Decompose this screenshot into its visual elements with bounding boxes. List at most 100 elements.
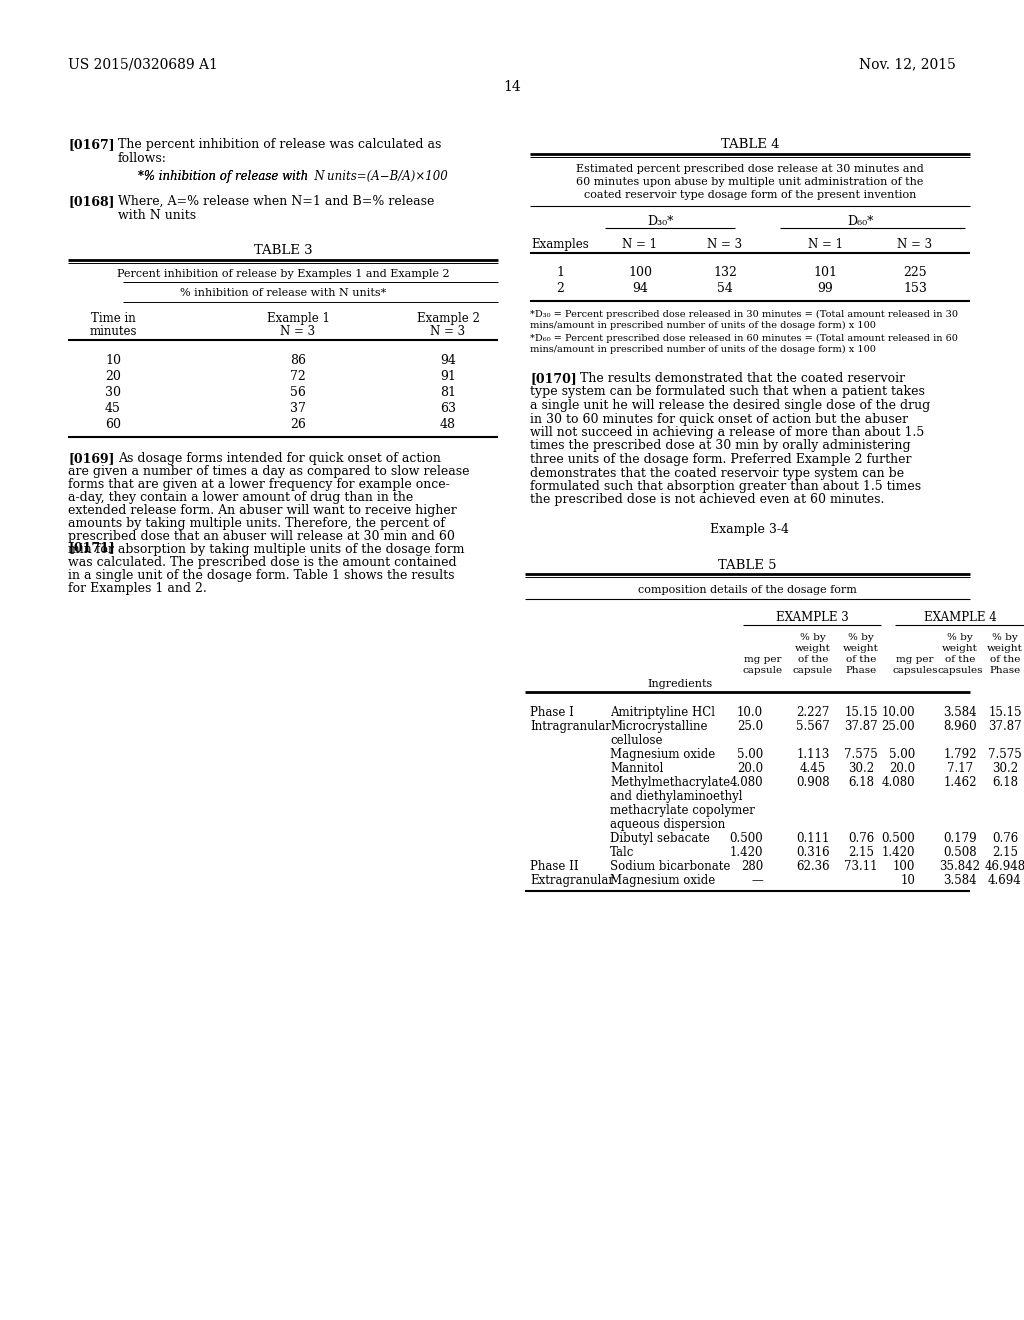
Text: 1.113: 1.113 bbox=[797, 748, 829, 762]
Text: 0.508: 0.508 bbox=[943, 846, 977, 859]
Text: 15.15: 15.15 bbox=[988, 706, 1022, 719]
Text: of the: of the bbox=[945, 655, 975, 664]
Text: 6.18: 6.18 bbox=[848, 776, 874, 789]
Text: EXAMPLE 4: EXAMPLE 4 bbox=[924, 611, 996, 624]
Text: 5.567: 5.567 bbox=[796, 719, 829, 733]
Text: 2.227: 2.227 bbox=[797, 706, 829, 719]
Text: 94: 94 bbox=[632, 282, 648, 294]
Text: 6.18: 6.18 bbox=[992, 776, 1018, 789]
Text: 35.842: 35.842 bbox=[939, 861, 981, 873]
Text: D₆₀*: D₆₀* bbox=[847, 215, 873, 228]
Text: TABLE 5: TABLE 5 bbox=[718, 558, 776, 572]
Text: capsule: capsule bbox=[743, 667, 783, 675]
Text: TABLE 4: TABLE 4 bbox=[721, 139, 779, 150]
Text: EXAMPLE 3: EXAMPLE 3 bbox=[775, 611, 848, 624]
Text: mg per: mg per bbox=[896, 655, 934, 664]
Text: 225: 225 bbox=[903, 267, 927, 279]
Text: Phase I: Phase I bbox=[530, 706, 573, 719]
Text: 280: 280 bbox=[740, 861, 763, 873]
Text: % inhibition of release with N units*: % inhibition of release with N units* bbox=[180, 288, 386, 298]
Text: capsules: capsules bbox=[937, 667, 983, 675]
Text: 30.2: 30.2 bbox=[992, 762, 1018, 775]
Text: *% inhibition of release with: *% inhibition of release with bbox=[138, 170, 312, 183]
Text: 62.36: 62.36 bbox=[797, 861, 829, 873]
Text: 4.080: 4.080 bbox=[882, 776, 915, 789]
Text: 100: 100 bbox=[893, 861, 915, 873]
Text: Example 1: Example 1 bbox=[266, 312, 330, 325]
Text: Magnesium oxide: Magnesium oxide bbox=[610, 748, 715, 762]
Text: of the: of the bbox=[846, 655, 877, 664]
Text: 0.908: 0.908 bbox=[797, 776, 829, 789]
Text: mg per: mg per bbox=[744, 655, 781, 664]
Text: 7.575: 7.575 bbox=[844, 748, 878, 762]
Text: capsule: capsule bbox=[793, 667, 834, 675]
Text: 2.15: 2.15 bbox=[848, 846, 874, 859]
Text: weight: weight bbox=[843, 644, 879, 653]
Text: 1.792: 1.792 bbox=[943, 748, 977, 762]
Text: 15.15: 15.15 bbox=[844, 706, 878, 719]
Text: methacrylate copolymer: methacrylate copolymer bbox=[610, 804, 755, 817]
Text: Nov. 12, 2015: Nov. 12, 2015 bbox=[859, 57, 956, 71]
Text: mins/amount in prescribed number of units of the dosage form) x 100: mins/amount in prescribed number of unit… bbox=[530, 321, 876, 330]
Text: 7.575: 7.575 bbox=[988, 748, 1022, 762]
Text: N = 3: N = 3 bbox=[430, 325, 466, 338]
Text: prescribed dose that an abuser will release at 30 min and 60: prescribed dose that an abuser will rele… bbox=[68, 531, 455, 543]
Text: [0169]: [0169] bbox=[68, 451, 115, 465]
Text: TABLE 3: TABLE 3 bbox=[254, 244, 312, 257]
Text: three units of the dosage form. Preferred Example 2 further: three units of the dosage form. Preferre… bbox=[530, 453, 911, 466]
Text: Sodium bicarbonate: Sodium bicarbonate bbox=[610, 861, 730, 873]
Text: Methylmethacrylate: Methylmethacrylate bbox=[610, 776, 730, 789]
Text: 10.00: 10.00 bbox=[882, 706, 915, 719]
Text: 153: 153 bbox=[903, 282, 927, 294]
Text: 73.11: 73.11 bbox=[844, 861, 878, 873]
Text: demonstrates that the coated reservoir type system can be: demonstrates that the coated reservoir t… bbox=[530, 466, 904, 479]
Text: aqueous dispersion: aqueous dispersion bbox=[610, 818, 725, 832]
Text: 10: 10 bbox=[105, 354, 121, 367]
Text: *D₃₀ = Percent prescribed dose released in 30 minutes = (Total amount released i: *D₃₀ = Percent prescribed dose released … bbox=[530, 310, 958, 319]
Text: Ingredients: Ingredients bbox=[647, 678, 713, 689]
Text: will not succeed in achieving a release of more than about 1.5: will not succeed in achieving a release … bbox=[530, 426, 925, 440]
Text: 8.960: 8.960 bbox=[943, 719, 977, 733]
Text: Extragranular: Extragranular bbox=[530, 874, 614, 887]
Text: Phase II: Phase II bbox=[530, 861, 579, 873]
Text: 20.0: 20.0 bbox=[737, 762, 763, 775]
Text: 94: 94 bbox=[440, 354, 456, 367]
Text: formulated such that absorption greater than about 1.5 times: formulated such that absorption greater … bbox=[530, 480, 922, 492]
Text: 3.584: 3.584 bbox=[943, 706, 977, 719]
Text: Phase: Phase bbox=[846, 667, 877, 675]
Text: Intragranular: Intragranular bbox=[530, 719, 611, 733]
Text: forms that are given at a lower frequency for example once-: forms that are given at a lower frequenc… bbox=[68, 478, 450, 491]
Text: 4.080: 4.080 bbox=[729, 776, 763, 789]
Text: 30: 30 bbox=[105, 385, 121, 399]
Text: D₃₀*: D₃₀* bbox=[647, 215, 673, 228]
Text: 0.500: 0.500 bbox=[729, 832, 763, 845]
Text: 30.2: 30.2 bbox=[848, 762, 874, 775]
Text: 0.76: 0.76 bbox=[848, 832, 874, 845]
Text: % by: % by bbox=[848, 634, 873, 642]
Text: As dosage forms intended for quick onset of action: As dosage forms intended for quick onset… bbox=[118, 451, 441, 465]
Text: 5.00: 5.00 bbox=[889, 748, 915, 762]
Text: Estimated percent prescribed dose release at 30 minutes and: Estimated percent prescribed dose releas… bbox=[577, 164, 924, 174]
Text: [0168]: [0168] bbox=[68, 195, 115, 209]
Text: 4.694: 4.694 bbox=[988, 874, 1022, 887]
Text: Microcrystalline: Microcrystalline bbox=[610, 719, 708, 733]
Text: 132: 132 bbox=[713, 267, 737, 279]
Text: *D₆₀ = Percent prescribed dose released in 60 minutes = (Total amount released i: *D₆₀ = Percent prescribed dose released … bbox=[530, 334, 957, 343]
Text: N = 1: N = 1 bbox=[808, 238, 843, 251]
Text: 4.45: 4.45 bbox=[800, 762, 826, 775]
Text: Examples: Examples bbox=[531, 238, 589, 251]
Text: Mannitol: Mannitol bbox=[610, 762, 664, 775]
Text: % by: % by bbox=[947, 634, 973, 642]
Text: [0167]: [0167] bbox=[68, 139, 115, 150]
Text: 20.0: 20.0 bbox=[889, 762, 915, 775]
Text: 72: 72 bbox=[290, 370, 306, 383]
Text: 1: 1 bbox=[556, 267, 564, 279]
Text: 91: 91 bbox=[440, 370, 456, 383]
Text: 0.76: 0.76 bbox=[992, 832, 1018, 845]
Text: mins/amount in prescribed number of units of the dosage form) x 100: mins/amount in prescribed number of unit… bbox=[530, 345, 876, 354]
Text: 37.87: 37.87 bbox=[988, 719, 1022, 733]
Text: N = 3: N = 3 bbox=[708, 238, 742, 251]
Text: 20: 20 bbox=[105, 370, 121, 383]
Text: weight: weight bbox=[987, 644, 1023, 653]
Text: 63: 63 bbox=[440, 403, 456, 414]
